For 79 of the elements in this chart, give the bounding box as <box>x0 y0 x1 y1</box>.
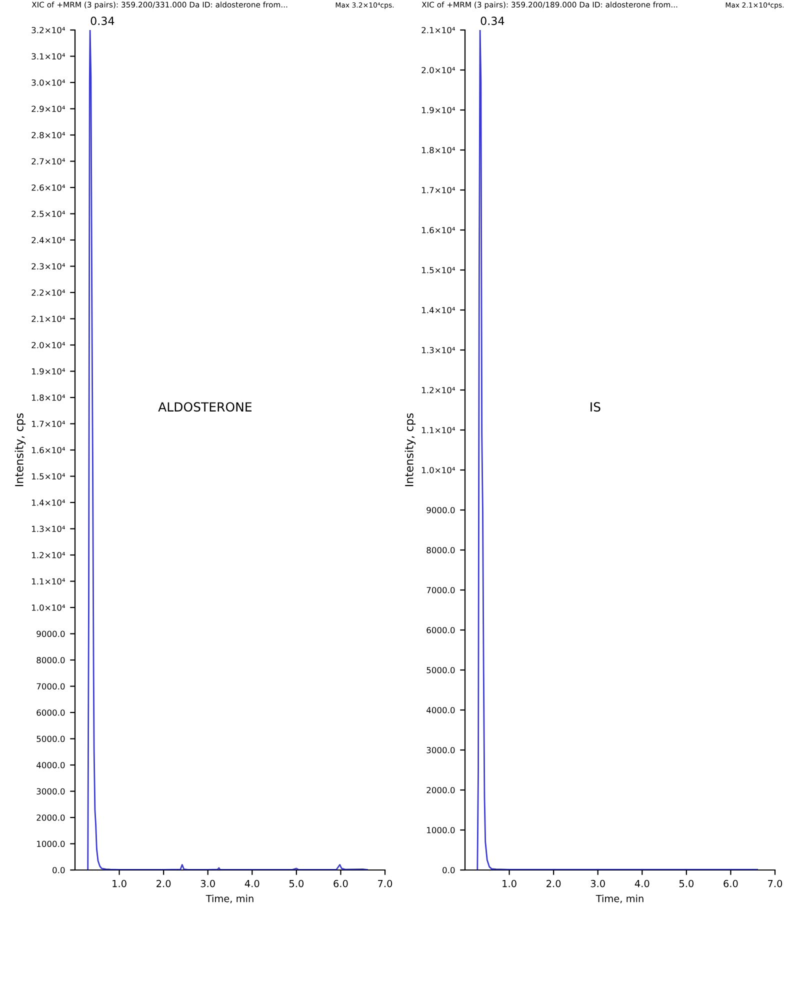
y-tick-label: 1.0×10⁴ <box>422 466 456 474</box>
x-tick-label: 5.0 <box>289 880 304 888</box>
y-tick-label: 2.4×10⁴ <box>32 236 66 244</box>
x-axis-title: Time, min <box>596 894 644 904</box>
y-tick-label: 8000.0 <box>426 546 455 554</box>
annotation: 0.34 <box>480 16 504 26</box>
y-tick-label: 7000.0 <box>426 586 455 594</box>
y-tick-label: 1.1×10⁴ <box>422 426 456 434</box>
y-tick-label: 1.7×10⁴ <box>422 186 456 194</box>
y-tick-label: 1.4×10⁴ <box>32 499 66 506</box>
y-axis-title: Intensity, cps <box>14 413 26 486</box>
y-tick-label: 2.3×10⁴ <box>32 263 66 270</box>
annotation: IS <box>590 402 600 412</box>
x-tick-label: 5.0 <box>679 880 694 888</box>
x-tick-label: 3.0 <box>200 880 215 888</box>
x-tick-label: 1.0 <box>502 880 516 888</box>
y-tick-label: 1.6×10⁴ <box>32 446 66 454</box>
y-tick-label: 1.6×10⁴ <box>422 226 456 234</box>
y-tick-label: 2.1×10⁴ <box>422 26 456 34</box>
y-tick-label: 1.5×10⁴ <box>422 266 456 274</box>
y-tick-label: 2000.0 <box>36 814 65 821</box>
y-tick-label: 1000.0 <box>37 840 65 848</box>
y-tick-label: 5000.0 <box>36 736 65 742</box>
y-tick-label: 4000.0 <box>36 762 65 768</box>
y-tick-label: 3000.0 <box>36 788 65 795</box>
line-series <box>87 30 368 870</box>
y-tick-label: 1.7×10⁴ <box>32 420 66 428</box>
y-axis-title: Intensity, cps <box>404 413 416 486</box>
y-tick-label: 1.3×10⁴ <box>422 346 456 354</box>
y-tick-label: 2.9×10⁴ <box>32 106 66 112</box>
y-tick-label: 3000.0 <box>426 746 455 754</box>
y-tick-label: 0.0 <box>52 866 65 874</box>
x-tick-label: 6.0 <box>334 880 348 888</box>
y-tick-label: 2.0×10⁴ <box>32 342 66 348</box>
y-tick-label: 1.1×10⁴ <box>32 578 66 585</box>
y-tick-label: 1.3×10⁴ <box>32 526 66 532</box>
y-tick-label: 3.2×10⁴ <box>32 26 66 34</box>
x-tick-label: 7.0 <box>378 880 392 888</box>
y-tick-label: 1.4×10⁴ <box>422 306 456 314</box>
y-tick-label: 6000.0 <box>36 709 65 716</box>
y-tick-label: 3.1×10⁴ <box>32 53 66 60</box>
y-tick-label: 1.5×10⁴ <box>32 473 66 480</box>
y-tick-label: 2.1×10⁴ <box>32 316 66 322</box>
y-tick-label: 1.8×10⁴ <box>422 146 456 154</box>
x-tick-label: 3.0 <box>590 880 605 888</box>
y-tick-label: 1.8×10⁴ <box>32 394 66 401</box>
y-tick-label: 1000.0 <box>427 826 455 834</box>
y-tick-label: 1.2×10⁴ <box>422 386 456 394</box>
y-tick-label: 2.8×10⁴ <box>32 132 66 138</box>
line-series <box>476 30 758 870</box>
x-tick-label: 4.0 <box>244 880 260 888</box>
x-tick-label: 6.0 <box>724 880 738 888</box>
x-tick-label: 4.0 <box>634 880 650 888</box>
y-tick-label: 2.0×10⁴ <box>422 66 456 74</box>
y-tick-label: 0.0 <box>442 866 455 874</box>
y-tick-label: 2.7×10⁴ <box>32 158 66 165</box>
y-tick-label: 9000.0 <box>36 630 65 638</box>
annotation: 0.34 <box>90 16 114 26</box>
y-tick-label: 1.9×10⁴ <box>422 106 456 114</box>
y-tick-label: 1.9×10⁴ <box>32 368 66 375</box>
y-tick-label: 5000.0 <box>426 666 455 674</box>
y-tick-label: 2000.0 <box>426 786 455 794</box>
x-axis-title: Time, min <box>206 894 254 904</box>
y-tick-label: 7000.0 <box>36 683 65 690</box>
x-tick-label: 2.0 <box>546 880 561 888</box>
x-tick-label: 1.0 <box>112 880 126 888</box>
annotation: ALDOSTERONE <box>158 402 252 412</box>
y-tick-label: 2.6×10⁴ <box>32 184 66 191</box>
y-tick-label: 9000.0 <box>426 506 455 514</box>
x-tick-label: 7.0 <box>768 880 782 888</box>
y-tick-label: 2.5×10⁴ <box>32 210 66 218</box>
y-tick-label: 3.0×10⁴ <box>32 79 66 86</box>
y-tick-label: 6000.0 <box>426 626 455 634</box>
y-tick-label: 4000.0 <box>426 706 455 714</box>
y-tick-label: 1.2×10⁴ <box>32 552 66 558</box>
y-tick-label: 8000.0 <box>36 656 65 664</box>
x-tick-label: 2.0 <box>156 880 171 888</box>
y-tick-label: 2.2×10⁴ <box>32 289 66 296</box>
y-tick-label: 1.0×10⁴ <box>32 604 66 611</box>
